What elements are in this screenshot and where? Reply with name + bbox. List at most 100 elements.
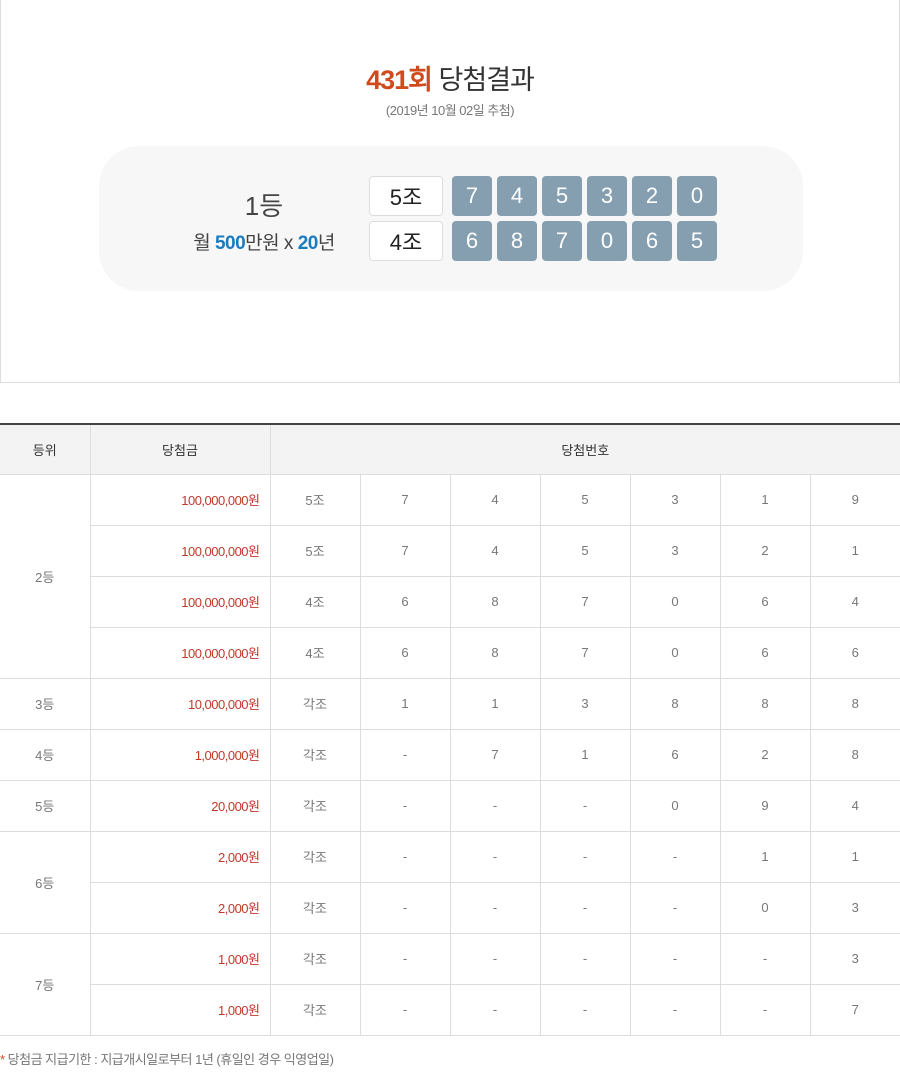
group-cell: 5조 xyxy=(269,473,361,526)
first-prize-box: 1등 월 500만원 x 20년 5조 7 4 5 3 2 0 4조 6 8 7 0 6 5 xyxy=(99,146,803,291)
table-row: 1,000원 각조 - - - - -7 xyxy=(0,983,900,1036)
digit-cell: 7 xyxy=(449,728,541,781)
first-prize-number-row: 4조 6 8 7 0 6 5 xyxy=(369,221,717,261)
digit-cell: 0 xyxy=(629,626,721,679)
digit-cell: 8 xyxy=(449,575,541,628)
digit-cell: 8 xyxy=(449,626,541,679)
digit-cell: - xyxy=(359,728,451,781)
digit-cell: - xyxy=(359,983,451,1036)
rank-cell: 2등 xyxy=(0,473,91,679)
payment-deadline-note: * 당첨금 지급기한 : 지급개시일로부터 1년 (휴일인 경우 익영업일) xyxy=(0,1052,334,1067)
digit-cell: - xyxy=(629,881,721,934)
header-rank: 등위 xyxy=(0,424,91,475)
group-label: 4조 xyxy=(369,221,443,261)
digit-cell: 7 xyxy=(359,473,451,526)
digit-cell: - xyxy=(449,881,541,934)
table-row: 2,000원 각조 - - - -0 3 xyxy=(0,881,900,934)
digit-cell: 5 xyxy=(539,524,631,577)
digit-cell: 7 xyxy=(539,575,631,628)
digit-cell: - xyxy=(449,932,541,985)
table-row: 3등 10,000,000원 각조 1 1 3 8 8 8 xyxy=(0,677,900,730)
digit-cell: 3 xyxy=(809,881,900,934)
group-cell: 각조 xyxy=(269,932,361,985)
digit-cell: 1 xyxy=(809,524,900,577)
number-ball: 0 xyxy=(677,176,717,216)
digit-cell: 2 xyxy=(719,728,811,781)
digit-cell: 7 xyxy=(359,524,451,577)
digit-cell: 9 xyxy=(809,473,900,526)
digit-cell: 1 xyxy=(359,677,451,730)
number-ball: 8 xyxy=(497,221,537,261)
digit-cell: 3 xyxy=(539,677,631,730)
digit-cell: - xyxy=(629,983,721,1036)
prize-amount-cell: 1,000원 xyxy=(89,932,271,985)
table-row: 7등 1,000원 각조 - - - - -3 xyxy=(0,932,900,1036)
digit-cell: 6 xyxy=(359,575,451,628)
prize-amount-cell: 2,000원 xyxy=(90,881,271,934)
digit-cell: 4 xyxy=(449,524,541,577)
digit-cell: 3 xyxy=(809,932,900,985)
group-cell: 4조 xyxy=(269,626,361,679)
digit-cell: - xyxy=(539,779,631,832)
group-label: 5조 xyxy=(369,176,443,216)
digit-cell: 9 xyxy=(719,779,811,832)
digit-cell: 4 xyxy=(449,473,541,526)
draw-result-panel: 431회 당첨결과 (2019년 10월 02일 추첨) 1등 월 500만원 … xyxy=(0,0,900,383)
digit-cell: - xyxy=(719,983,811,1036)
digit-cell: - xyxy=(359,779,451,832)
prize-amount-cell: 100,000,000원 xyxy=(89,473,271,526)
digit-cell: 8 xyxy=(629,677,721,730)
number-ball: 5 xyxy=(542,176,582,216)
digit-cell: 0 xyxy=(629,575,721,628)
digit-cell: 2 xyxy=(719,524,811,577)
rank-cell: 5등 xyxy=(0,779,91,832)
digit-cell: 4 xyxy=(809,575,900,628)
digit-cell: 6 xyxy=(719,575,811,628)
title-text: 당첨결과 xyxy=(438,65,535,95)
header-numbers: 당첨번호 xyxy=(269,424,900,475)
prize-amount-cell: 10,000,000원 xyxy=(89,677,271,730)
table-row: 100,000,000원 5조 7 4 5 3 2 1 xyxy=(0,524,900,577)
round-number: 431회 xyxy=(366,65,433,95)
number-ball: 5 xyxy=(677,221,717,261)
draw-date: (2019년 10월 02일 추첨) xyxy=(385,103,515,118)
first-rank-label: 1등 xyxy=(244,191,284,221)
digit-cell: 0 xyxy=(719,881,811,934)
number-ball: 3 xyxy=(587,176,627,216)
digit-cell: - xyxy=(629,932,721,985)
digit-cell: - xyxy=(539,830,631,883)
digit-cell: 0 xyxy=(629,779,721,832)
results-table: 등위 당첨금 당첨번호 2등 100,000,000원 5조 7 4 5 3 1 9 100,00… xyxy=(0,423,900,1036)
digit-cell: 1 xyxy=(719,830,811,883)
number-ball: 6 xyxy=(452,221,492,261)
table-row: 100,000,000원 4조 6 8 7 0 6 6 xyxy=(0,626,900,679)
prize-amount-cell: 100,000,000원 xyxy=(90,524,271,577)
table-row: 4등 1,000,000원 각조 -7 1 6 2 8 xyxy=(0,728,900,781)
digit-cell: - xyxy=(449,830,541,883)
digit-cell: 6 xyxy=(359,626,451,679)
digit-cell: 8 xyxy=(809,728,900,781)
digit-cell: - xyxy=(359,830,451,883)
number-ball: 4 xyxy=(497,176,537,216)
digit-cell: 7 xyxy=(539,626,631,679)
digit-cell: - xyxy=(539,983,631,1036)
group-cell: 각조 xyxy=(269,779,361,832)
digit-cell: - xyxy=(629,830,721,883)
first-prize-amount: 월 500만원 x 20년 xyxy=(193,233,335,254)
digit-cell: - xyxy=(539,881,631,934)
number-ball: 6 xyxy=(632,221,672,261)
digit-cell: - xyxy=(449,983,541,1036)
number-ball: 7 xyxy=(542,221,582,261)
digit-cell: - xyxy=(359,881,451,934)
digit-cell: - xyxy=(539,932,631,985)
digit-cell: 8 xyxy=(809,677,900,730)
group-cell: 각조 xyxy=(269,881,361,934)
group-cell: 4조 xyxy=(269,575,361,628)
number-ball: 7 xyxy=(452,176,492,216)
prize-amount-cell: 100,000,000원 xyxy=(90,626,271,679)
prize-amount-cell: 100,000,000원 xyxy=(90,575,271,628)
digit-cell: - xyxy=(449,779,541,832)
group-cell: 각조 xyxy=(269,830,361,883)
digit-cell: 1 xyxy=(539,728,631,781)
number-ball: 0 xyxy=(587,221,627,261)
